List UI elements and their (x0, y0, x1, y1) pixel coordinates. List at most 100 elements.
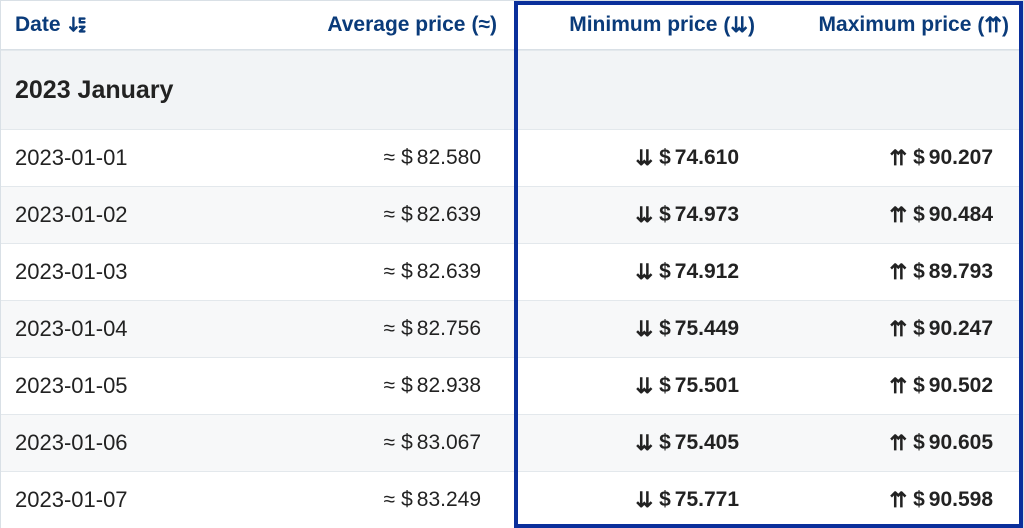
cell-max: ⇈$90.247 (769, 301, 1023, 357)
cell-max-value: 90.598 (929, 488, 993, 512)
min-prefix-icon: ⇊ (635, 488, 653, 513)
avg-prefix-icon: ≈ (384, 146, 396, 170)
cell-max-value: 90.605 (929, 431, 993, 455)
cell-min-value: 75.501 (675, 374, 739, 398)
cell-avg-value: 82.938 (417, 374, 481, 398)
cell-avg: ≈$82.580 (211, 130, 511, 186)
currency-symbol: $ (401, 260, 413, 284)
column-header-date-label: Date (15, 13, 61, 37)
cell-min: ⇊$74.610 (511, 130, 769, 186)
currency-symbol: $ (659, 317, 671, 341)
cell-avg-value: 82.639 (417, 203, 481, 227)
table-row: 2023-01-04≈$82.756⇊$75.449⇈$90.247 (1, 300, 1023, 357)
min-prefix-icon: ⇊ (635, 146, 653, 171)
table-row: 2023-01-01≈$82.580⇊$74.610⇈$90.207 (1, 129, 1023, 186)
table-body: 2023-01-01≈$82.580⇊$74.610⇈$90.2072023-0… (1, 129, 1023, 528)
approx-icon: (≈) (471, 13, 497, 37)
currency-symbol: $ (913, 488, 925, 512)
max-prefix-icon: ⇈ (889, 260, 907, 285)
cell-min-value: 75.771 (675, 488, 739, 512)
currency-symbol: $ (913, 431, 925, 455)
table-row: 2023-01-05≈$82.938⇊$75.501⇈$90.502 (1, 357, 1023, 414)
column-header-avg[interactable]: Average price (≈) (211, 1, 511, 49)
min-prefix-icon: ⇊ (635, 374, 653, 399)
currency-symbol: $ (913, 260, 925, 284)
column-header-avg-label: Average price (327, 13, 465, 37)
column-header-min-label: Minimum price (569, 13, 717, 37)
currency-symbol: $ (659, 488, 671, 512)
currency-symbol: $ (401, 317, 413, 341)
max-prefix-icon: ⇈ (889, 431, 907, 456)
cell-min-value: 75.405 (675, 431, 739, 455)
cell-min-value: 74.610 (675, 146, 739, 170)
cell-min: ⇊$74.912 (511, 244, 769, 300)
min-prefix-icon: ⇊ (635, 203, 653, 228)
max-prefix-icon: ⇈ (889, 203, 907, 228)
down-arrows-icon: (⇊) (723, 13, 755, 38)
cell-max-value: 90.502 (929, 374, 993, 398)
avg-prefix-icon: ≈ (384, 317, 396, 341)
cell-max-value: 89.793 (929, 260, 993, 284)
cell-max-value: 90.207 (929, 146, 993, 170)
cell-max: ⇈$90.605 (769, 415, 1023, 471)
cell-date: 2023-01-06 (1, 415, 211, 471)
currency-symbol: $ (401, 374, 413, 398)
max-prefix-icon: ⇈ (889, 374, 907, 399)
currency-symbol: $ (659, 260, 671, 284)
currency-symbol: $ (913, 203, 925, 227)
currency-symbol: $ (913, 146, 925, 170)
currency-symbol: $ (913, 317, 925, 341)
cell-max: ⇈$89.793 (769, 244, 1023, 300)
table-header-row: Date Average price (≈) Minimum price (⇊) (1, 1, 1023, 50)
currency-symbol: $ (659, 203, 671, 227)
cell-max: ⇈$90.207 (769, 130, 1023, 186)
currency-symbol: $ (659, 374, 671, 398)
cell-date: 2023-01-02 (1, 187, 211, 243)
cell-avg: ≈$82.756 (211, 301, 511, 357)
column-header-min[interactable]: Minimum price (⇊) (511, 1, 769, 49)
cell-max-value: 90.484 (929, 203, 993, 227)
currency-symbol: $ (401, 146, 413, 170)
min-prefix-icon: ⇊ (635, 431, 653, 456)
cell-avg-value: 82.639 (417, 260, 481, 284)
column-header-max[interactable]: Maximum price (⇈) (769, 1, 1023, 49)
cell-max: ⇈$90.484 (769, 187, 1023, 243)
sort-az-icon (67, 14, 89, 36)
column-header-max-label: Maximum price (819, 13, 972, 37)
min-prefix-icon: ⇊ (635, 317, 653, 342)
cell-date: 2023-01-04 (1, 301, 211, 357)
avg-prefix-icon: ≈ (384, 374, 396, 398)
column-header-date[interactable]: Date (1, 1, 211, 49)
cell-avg: ≈$83.067 (211, 415, 511, 471)
table-row: 2023-01-03≈$82.639⇊$74.912⇈$89.793 (1, 243, 1023, 300)
up-arrows-icon: (⇈) (977, 13, 1009, 38)
cell-avg-value: 83.249 (417, 488, 481, 512)
currency-symbol: $ (659, 431, 671, 455)
cell-avg-value: 83.067 (417, 431, 481, 455)
avg-prefix-icon: ≈ (384, 488, 396, 512)
cell-min: ⇊$74.973 (511, 187, 769, 243)
price-table: Date Average price (≈) Minimum price (⇊) (0, 0, 1024, 528)
currency-symbol: $ (913, 374, 925, 398)
group-label: 2023 January (1, 51, 211, 129)
max-prefix-icon: ⇈ (889, 317, 907, 342)
table-group-row: 2023 January (1, 50, 1023, 129)
cell-max: ⇈$90.598 (769, 472, 1023, 528)
cell-date: 2023-01-01 (1, 130, 211, 186)
cell-min-value: 74.973 (675, 203, 739, 227)
currency-symbol: $ (401, 203, 413, 227)
avg-prefix-icon: ≈ (384, 203, 396, 227)
cell-min: ⇊$75.405 (511, 415, 769, 471)
cell-min: ⇊$75.501 (511, 358, 769, 414)
table-row: 2023-01-06≈$83.067⇊$75.405⇈$90.605 (1, 414, 1023, 471)
cell-avg: ≈$82.639 (211, 187, 511, 243)
cell-max-value: 90.247 (929, 317, 993, 341)
currency-symbol: $ (401, 488, 413, 512)
cell-min: ⇊$75.449 (511, 301, 769, 357)
cell-avg: ≈$83.249 (211, 472, 511, 528)
cell-avg-value: 82.580 (417, 146, 481, 170)
cell-date: 2023-01-03 (1, 244, 211, 300)
avg-prefix-icon: ≈ (384, 431, 396, 455)
cell-max: ⇈$90.502 (769, 358, 1023, 414)
cell-min-value: 74.912 (675, 260, 739, 284)
